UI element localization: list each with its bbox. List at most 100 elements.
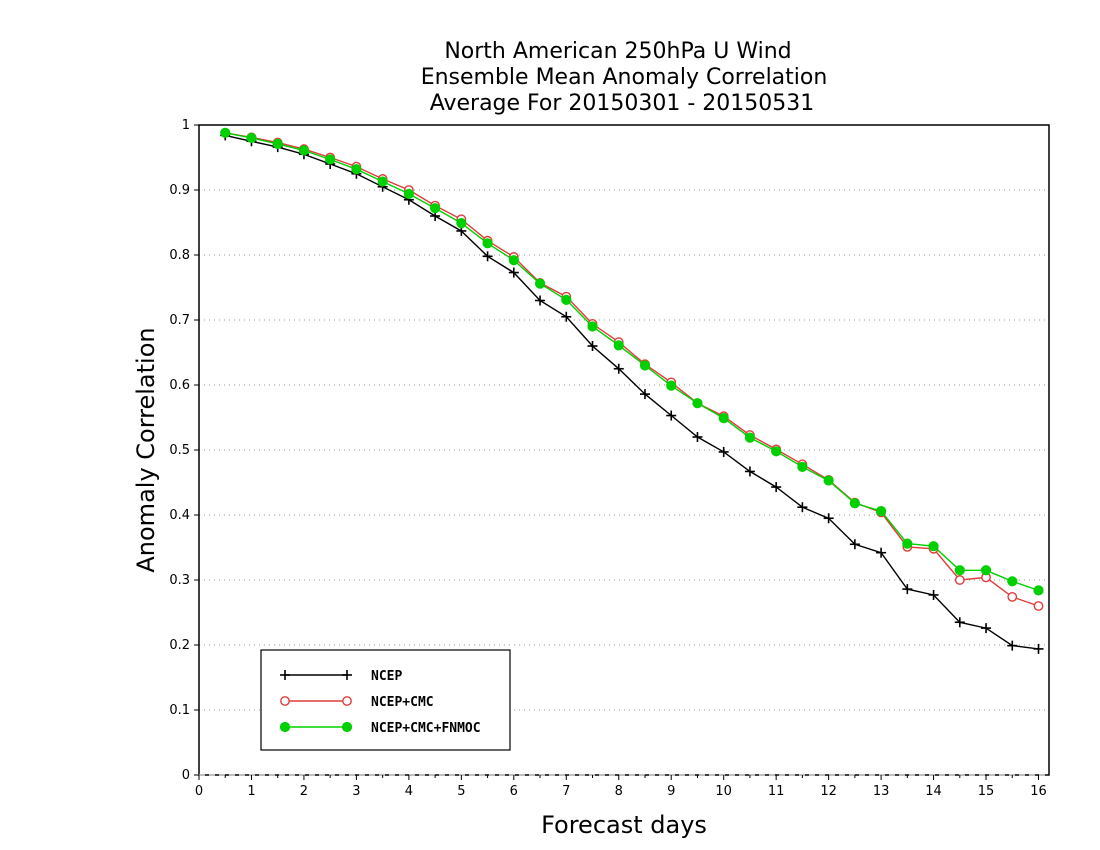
data-point-s2-18 [692,398,703,409]
data-point-s0-11 [508,267,519,278]
y-tick-label-10: 1 [182,118,190,133]
data-point-s2-7 [403,188,414,199]
series-line-1 [225,132,1039,607]
x-tick-label-14: 14 [925,784,942,799]
y-tick-label-6: 0.6 [169,378,190,393]
data-point-s2-17 [666,380,677,391]
data-point-s2-1 [246,132,257,144]
data-point-s0-19 [718,446,729,457]
y-tick-label-4: 0.4 [169,508,190,523]
data-point-s0-12 [535,295,546,306]
legend-marker-left-1 [280,696,290,706]
data-point-s0-30 [1007,640,1018,651]
series-ncep-cmc-fnmoc [220,127,1044,596]
legend-marker-right-2 [341,721,353,733]
legend-marker-right-1 [342,696,352,706]
data-point-s2-12 [534,278,546,289]
gridlines [199,189,1049,711]
data-point-s2-19 [718,413,729,424]
series-line-0 [225,134,1039,650]
legend-entry-1: NCEP+CMC [280,695,434,710]
legend-marker-left-2 [279,721,291,733]
data-point-s0-31 [1033,643,1044,654]
x-tick-label-5: 5 [457,784,465,799]
axes: 00.10.20.30.40.50.60.70.80.910 1 2 3 4 5 6 7 8 9 1… [169,118,1050,799]
legend-label-1: NCEP+CMC [371,695,434,710]
data-point-s2-20 [744,432,756,443]
data-point-s0-28 [954,617,965,628]
y-tick-label-7: 0.7 [169,313,190,328]
legend: NCEP NCEP+CMC NCEP+CMC+FNMOC [260,649,511,751]
legend-marker-right-0 [342,670,352,680]
x-axis-title: Forecast days [541,811,707,839]
y-tick-label-2: 0.2 [169,638,190,653]
data-point-s0-26 [902,584,913,595]
data-point-s2-5 [351,164,362,175]
data-point-s2-28 [954,565,965,576]
data-point-s0-10 [482,251,493,262]
chart-title-line-1: North American 250hPa U Wind [444,39,791,64]
data-point-s0-20 [744,466,755,477]
data-point-s1-31 [1033,601,1044,611]
data-point-s0-21 [771,482,782,493]
data-point-s1-28 [954,575,965,585]
x-tick-label-10: 10 [715,784,732,799]
data-point-s2-10 [482,238,493,249]
chart-title-line-2: Ensemble Mean Anomaly Correlation [421,65,828,90]
x-tick-label-3: 3 [352,784,360,799]
x-tick-label-4: 4 [405,784,413,799]
data-point-s0-29 [981,623,992,634]
data-point-s2-9 [456,218,467,229]
data-point-s2-25 [875,506,887,517]
data-point-s2-30 [1007,576,1018,587]
x-tick-label-15: 15 [978,784,995,799]
data-point-s0-25 [876,547,887,558]
data-point-s2-29 [980,565,992,576]
data-point-s2-6 [377,176,388,187]
data-point-s2-26 [902,538,913,549]
y-axis-title: Anomaly Correlation [132,327,160,572]
data-point-s2-0 [220,127,231,138]
data-point-s1-30 [1007,592,1018,602]
data-point-s0-13 [561,311,572,322]
x-tick-label-0: 0 [195,784,203,799]
data-point-s0-14 [587,341,598,351]
x-tick-label-11: 11 [768,784,785,799]
legend-marker-left-0 [280,670,290,680]
x-tick-label-1: 1 [247,784,255,799]
data-point-s2-27 [928,541,939,552]
data-point-s2-11 [508,255,519,266]
y-tick-label-8: 0.8 [169,248,190,263]
legend-label-2: NCEP+CMC+FNMOC [371,721,481,736]
series-ncep-cmc [220,127,1044,611]
data-point-s2-4 [325,154,336,165]
x-tick-label-7: 7 [562,784,570,799]
legend-entry-2: NCEP+CMC+FNMOC [279,721,481,736]
y-tick-label-0: 0 [182,768,190,783]
data-point-s2-3 [298,145,310,156]
data-point-s0-24 [849,539,860,550]
data-point-s2-2 [272,138,283,149]
data-point-s2-23 [823,475,834,486]
series-layer [220,127,1044,654]
data-point-s0-17 [666,410,677,421]
x-tick-label-9: 9 [667,784,675,799]
data-point-s0-22 [797,502,808,513]
data-point-s0-15 [613,363,624,374]
data-point-s2-24 [849,498,860,509]
legend-label-0: NCEP [371,669,402,684]
data-point-s0-18 [692,432,703,442]
data-point-s2-15 [613,340,624,351]
series-ncep [220,130,1044,654]
series-line-2 [225,132,1039,592]
data-point-s2-21 [771,446,782,457]
data-point-s2-13 [561,294,572,305]
chart-title: North American 250hPa U Wind Ensemble Me… [421,39,828,116]
x-tick-label-6: 6 [510,784,518,799]
legend-entry-0: NCEP [280,669,402,684]
data-point-s0-27 [928,589,939,600]
x-tick-label-2: 2 [300,784,308,799]
x-tick-label-12: 12 [820,784,837,799]
data-point-s0-23 [823,513,834,524]
